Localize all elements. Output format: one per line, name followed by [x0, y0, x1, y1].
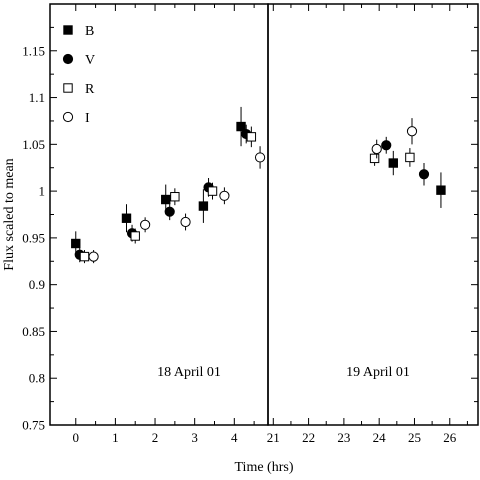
y-tick-label: 0.85: [22, 324, 45, 339]
x-axis-title: Time (hrs): [235, 460, 294, 475]
y-tick-label: 0.9: [29, 277, 45, 292]
data-point-I: [140, 219, 151, 230]
data-point-B: [436, 185, 446, 195]
y-tick-label: 0.8: [29, 371, 45, 386]
data-point-I: [88, 251, 99, 262]
axes-layer: [49, 3, 479, 426]
x-tick-label: 24: [373, 430, 387, 445]
data-point-I: [371, 143, 382, 155]
data-layer: [71, 106, 446, 264]
x-tick-label: 22: [302, 430, 315, 445]
data-point-V: [418, 169, 430, 180]
legend-marker-V: [62, 53, 74, 65]
legend-label-R: R: [85, 82, 95, 97]
data-point-I: [254, 152, 266, 163]
y-tick-label: 1.15: [22, 43, 45, 58]
x-tick-label: 2: [152, 430, 159, 445]
x-tick-label: 1: [112, 430, 119, 445]
data-point-B: [236, 121, 246, 132]
panel-label-1: 18 April 01: [157, 365, 221, 380]
data-point-R: [79, 251, 90, 262]
data-point-R: [369, 153, 380, 164]
data-point-R: [130, 231, 140, 241]
y-tick-label: 1: [39, 184, 46, 199]
data-point-I: [219, 190, 230, 201]
panel-frame-2: [267, 3, 479, 426]
legend-marker-I: [62, 111, 74, 123]
x-tick-label: 0: [73, 430, 80, 445]
data-point-R: [170, 192, 180, 202]
data-point-V: [381, 140, 392, 151]
data-point-I: [180, 216, 191, 228]
y-tick-label: 0.95: [22, 230, 45, 245]
panel-frame-1: [49, 3, 269, 426]
data-point-B: [71, 238, 81, 249]
x-tick-label: 3: [191, 430, 198, 445]
legend-label-V: V: [85, 53, 95, 68]
data-point-V: [164, 206, 175, 217]
legend-label-B: B: [85, 24, 94, 39]
y-axis-title: Flux scaled to mean: [2, 158, 17, 270]
x-tick-label: 4: [231, 430, 238, 445]
panel-label-2: 19 April 01: [346, 365, 410, 380]
data-point-B: [198, 201, 209, 211]
y-tick-label: 1.05: [22, 137, 45, 152]
x-tick-label: 25: [408, 430, 421, 445]
data-point-R: [246, 132, 257, 142]
data-point-B: [121, 213, 132, 223]
legend-label-I: I: [85, 111, 90, 126]
data-point-R: [207, 186, 218, 196]
x-tick-label: 26: [443, 430, 457, 445]
data-point-B: [161, 194, 171, 205]
data-point-I: [406, 126, 418, 137]
legend-marker-B: [63, 25, 73, 35]
data-point-R: [405, 152, 415, 163]
x-tick-label: 21: [267, 430, 280, 445]
legend-marker-R: [63, 83, 73, 93]
data-point-B: [388, 158, 398, 168]
y-tick-label: 1.1: [29, 90, 45, 105]
y-tick-label: 0.75: [22, 418, 45, 433]
x-tick-label: 23: [337, 430, 350, 445]
